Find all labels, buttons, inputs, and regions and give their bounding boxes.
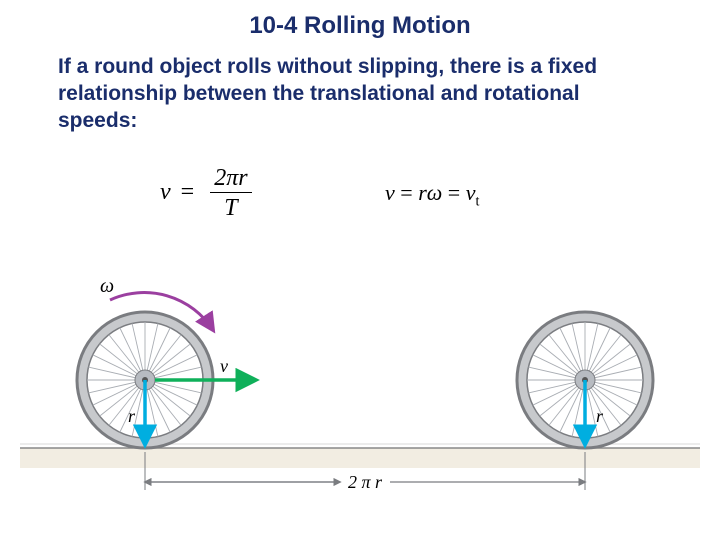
dim-label: 2 π r bbox=[348, 472, 383, 492]
eq-left-eq: = bbox=[181, 179, 195, 205]
eq-left-lhs: v bbox=[160, 179, 171, 205]
ground-shade bbox=[20, 448, 700, 468]
equation-right: v = rω = vt bbox=[385, 180, 479, 210]
eq-left-num: 2πr bbox=[210, 165, 251, 193]
v-label: v bbox=[220, 356, 228, 376]
r-label-left: r bbox=[128, 406, 136, 426]
eq-right-rw: rω bbox=[418, 180, 442, 205]
eq-left-den: T bbox=[210, 193, 251, 222]
r-label-right: r bbox=[596, 406, 604, 426]
eq-right-eq1: = bbox=[400, 180, 418, 205]
omega-label: ω bbox=[100, 275, 114, 297]
equation-left: v = 2πr T bbox=[160, 165, 252, 222]
eq-left-fraction: 2πr T bbox=[210, 165, 251, 222]
eq-right-v1: v bbox=[385, 180, 395, 205]
section-title: 10-4 Rolling Motion bbox=[0, 12, 720, 40]
body-paragraph: If a round object rolls without slipping… bbox=[58, 54, 662, 135]
rolling-motion-diagram: ω v r r 2 π r bbox=[20, 230, 700, 530]
eq-right-sub: t bbox=[475, 193, 479, 209]
eq-right-eq2: = bbox=[448, 180, 466, 205]
